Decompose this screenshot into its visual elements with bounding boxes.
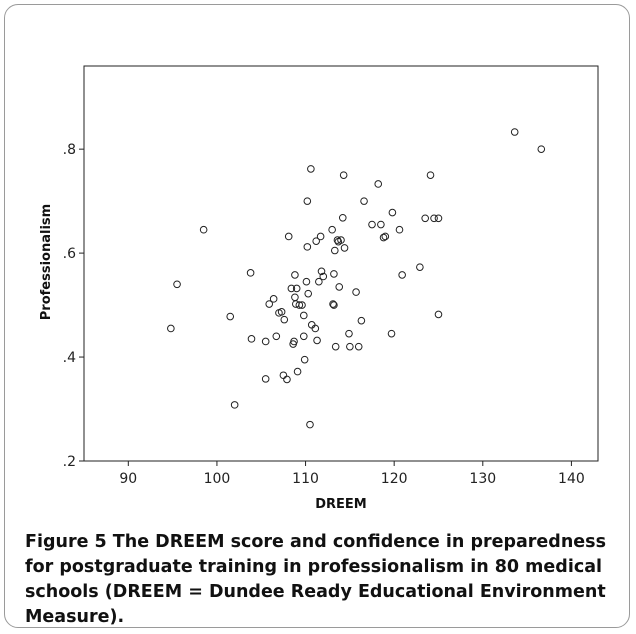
data-points bbox=[167, 128, 546, 429]
data-point bbox=[303, 243, 312, 251]
plot-area bbox=[83, 65, 599, 462]
x-tick-label: 130 bbox=[469, 471, 496, 487]
data-point bbox=[311, 324, 320, 333]
data-point bbox=[360, 197, 368, 205]
data-point bbox=[312, 237, 320, 245]
data-point bbox=[510, 128, 519, 136]
data-point bbox=[230, 401, 239, 409]
y-tick-label: .6 bbox=[63, 246, 76, 262]
data-point bbox=[300, 355, 309, 364]
data-point bbox=[537, 145, 546, 153]
data-point bbox=[265, 300, 274, 308]
y-axis: .2 .4 .6 .8 bbox=[63, 142, 84, 470]
data-point bbox=[167, 324, 175, 333]
data-point bbox=[352, 288, 360, 296]
data-point bbox=[302, 277, 311, 286]
x-axis: 90 100 110 120 130 140 bbox=[119, 461, 585, 487]
figure-caption: Figure 5 The DREEM score and confidence … bbox=[25, 530, 615, 630]
data-point bbox=[330, 301, 338, 309]
data-point bbox=[333, 236, 342, 244]
data-point bbox=[381, 232, 390, 241]
data-point bbox=[330, 246, 339, 255]
data-point bbox=[434, 214, 443, 223]
data-point bbox=[346, 342, 354, 351]
caption-label: Figure 5 bbox=[25, 532, 107, 552]
x-tick-label: 140 bbox=[558, 471, 585, 487]
data-point bbox=[304, 289, 313, 298]
data-point bbox=[315, 277, 323, 286]
data-point bbox=[299, 311, 308, 320]
data-point bbox=[173, 280, 181, 289]
data-point bbox=[295, 301, 304, 309]
data-point bbox=[306, 420, 314, 429]
data-point bbox=[313, 336, 321, 345]
data-point bbox=[339, 171, 348, 179]
data-point bbox=[269, 295, 278, 303]
data-point bbox=[291, 271, 299, 279]
data-point bbox=[287, 284, 296, 293]
x-tick-label: 90 bbox=[119, 471, 137, 487]
data-point bbox=[261, 375, 270, 383]
caption-text: The DREEM score and confidence in prepar… bbox=[25, 532, 606, 627]
data-point bbox=[330, 270, 338, 278]
y-tick-label: .2 bbox=[63, 454, 76, 470]
data-point bbox=[337, 236, 345, 244]
data-point bbox=[226, 312, 235, 321]
data-point bbox=[387, 329, 396, 338]
y-tick-label: .4 bbox=[63, 350, 76, 366]
data-point bbox=[290, 337, 298, 346]
data-point bbox=[354, 342, 363, 351]
data-point bbox=[430, 214, 438, 223]
x-axis-title: DREEM bbox=[315, 497, 367, 512]
y-axis-title: Professionalism bbox=[39, 204, 54, 320]
data-point bbox=[292, 284, 301, 293]
data-point bbox=[340, 244, 349, 252]
data-point bbox=[261, 337, 270, 346]
data-point bbox=[329, 300, 337, 308]
data-point bbox=[280, 315, 289, 324]
data-point bbox=[379, 233, 388, 242]
data-point bbox=[357, 316, 366, 325]
data-point bbox=[416, 263, 424, 271]
data-point bbox=[421, 214, 429, 223]
data-point bbox=[319, 272, 328, 281]
data-point bbox=[434, 310, 443, 319]
data-point bbox=[303, 197, 312, 205]
data-point bbox=[338, 213, 347, 222]
data-point bbox=[272, 332, 281, 341]
data-point bbox=[284, 232, 293, 241]
data-point bbox=[328, 225, 336, 234]
data-point bbox=[293, 367, 302, 376]
x-tick-label: 120 bbox=[381, 471, 408, 487]
data-point bbox=[317, 267, 326, 276]
data-point bbox=[368, 220, 376, 229]
data-point bbox=[398, 271, 406, 279]
data-point bbox=[307, 165, 315, 173]
data-point bbox=[283, 375, 291, 384]
data-point bbox=[247, 335, 256, 343]
data-point bbox=[374, 180, 383, 188]
x-tick-label: 110 bbox=[292, 471, 319, 487]
scatter-plot: 90 100 110 120 130 140 .2 .4 .6 .8 DREEM Profess… bbox=[39, 65, 599, 512]
data-point bbox=[377, 220, 385, 229]
y-tick-label: .8 bbox=[63, 142, 76, 158]
data-point bbox=[199, 225, 208, 234]
data-point bbox=[246, 269, 255, 277]
data-point bbox=[388, 208, 397, 217]
data-point bbox=[426, 171, 435, 179]
data-point bbox=[331, 342, 340, 351]
data-point bbox=[316, 232, 325, 241]
data-point bbox=[298, 301, 306, 309]
data-point bbox=[335, 283, 344, 291]
x-tick-label: 100 bbox=[204, 471, 231, 487]
data-point bbox=[395, 225, 404, 234]
data-point bbox=[345, 329, 353, 338]
data-point bbox=[277, 308, 286, 316]
data-point bbox=[299, 332, 308, 341]
